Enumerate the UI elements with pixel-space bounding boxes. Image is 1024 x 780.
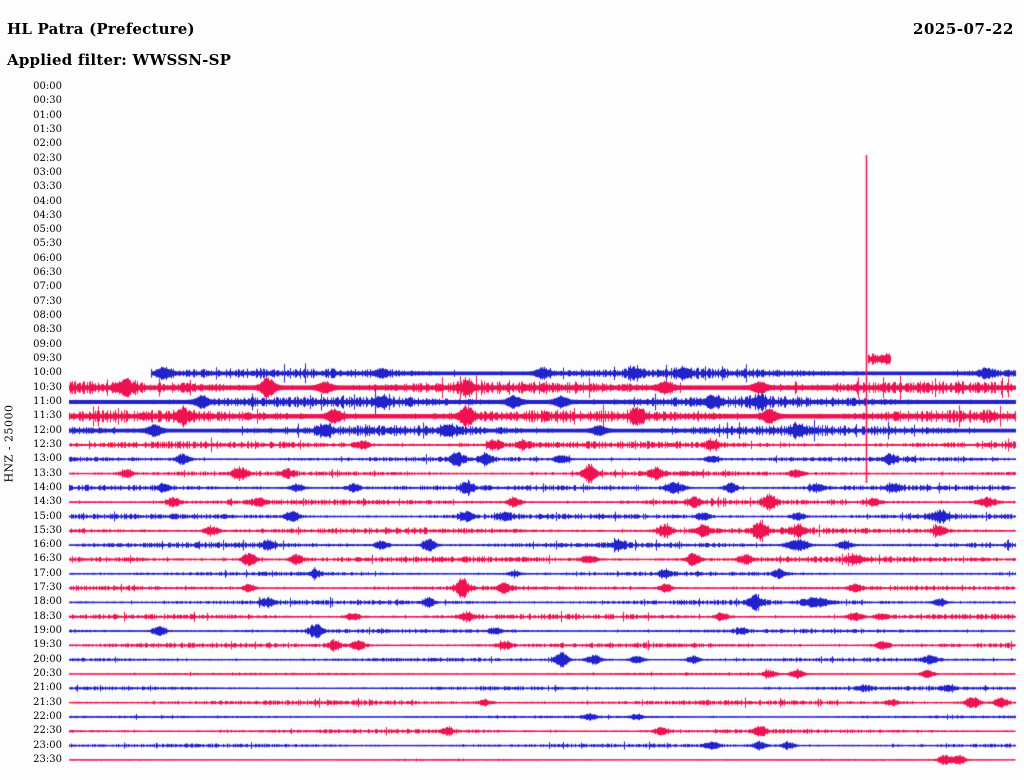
station-title: HL Patra (Prefecture) [7, 20, 195, 38]
time-label-1600: 16:00 [33, 539, 62, 551]
time-label-0630: 06:30 [33, 267, 62, 279]
time-label-0400: 04:00 [33, 195, 62, 207]
time-label-0200: 02:00 [33, 138, 62, 150]
time-label-0900: 09:00 [33, 338, 62, 350]
date-label: 2025-07-22 [913, 20, 1014, 38]
time-label-2330: 23:30 [33, 753, 62, 765]
time-label-2230: 22:30 [33, 725, 62, 737]
time-label-1030: 10:30 [33, 381, 62, 393]
time-label-1800: 18:00 [33, 596, 62, 608]
time-label-1500: 15:00 [33, 510, 62, 522]
time-label-0600: 06:00 [33, 252, 62, 264]
time-label-0700: 07:00 [33, 281, 62, 293]
time-label-2130: 21:30 [33, 696, 62, 708]
time-label-1330: 13:30 [33, 467, 62, 479]
filter-label: Applied filter: WWSSN-SP [7, 51, 232, 69]
time-label-1000: 10:00 [33, 367, 62, 379]
time-label-1200: 12:00 [33, 424, 62, 436]
time-label-1630: 16:30 [33, 553, 62, 565]
time-label-0500: 05:00 [33, 224, 62, 236]
time-label-0130: 01:30 [33, 123, 62, 135]
time-label-1930: 19:30 [33, 639, 62, 651]
time-label-1830: 18:30 [33, 610, 62, 622]
time-label-2100: 21:00 [33, 682, 62, 694]
time-label-0430: 04:30 [33, 209, 62, 221]
time-label-1730: 17:30 [33, 582, 62, 594]
time-label-1300: 13:00 [33, 453, 62, 465]
time-label-0000: 00:00 [33, 81, 62, 92]
time-label-1530: 15:30 [33, 524, 62, 536]
time-label-0530: 05:30 [33, 238, 62, 250]
time-label-1100: 11:00 [33, 395, 62, 407]
time-label-1700: 17:00 [33, 567, 62, 579]
time-label-0300: 03:00 [33, 166, 62, 178]
time-label-2300: 23:00 [33, 739, 62, 751]
time-label-1130: 11:30 [33, 410, 62, 422]
time-label-2000: 20:00 [33, 653, 62, 665]
time-label-1230: 12:30 [33, 438, 62, 450]
time-label-2030: 20:30 [33, 667, 62, 679]
time-label-0230: 02:30 [33, 152, 62, 164]
time-label-0330: 03:30 [33, 181, 62, 193]
time-label-0100: 01:00 [33, 109, 62, 121]
time-label-0030: 00:30 [33, 95, 62, 107]
time-label-1400: 14:00 [33, 481, 62, 493]
time-label-2200: 22:00 [33, 710, 62, 722]
time-label-1430: 14:30 [33, 496, 62, 508]
time-label-0800: 08:00 [33, 310, 62, 322]
time-label-0930: 09:30 [33, 353, 62, 365]
time-label-0730: 07:30 [33, 295, 62, 307]
time-label-1900: 19:00 [33, 625, 62, 637]
time-label-0830: 08:30 [33, 324, 62, 336]
